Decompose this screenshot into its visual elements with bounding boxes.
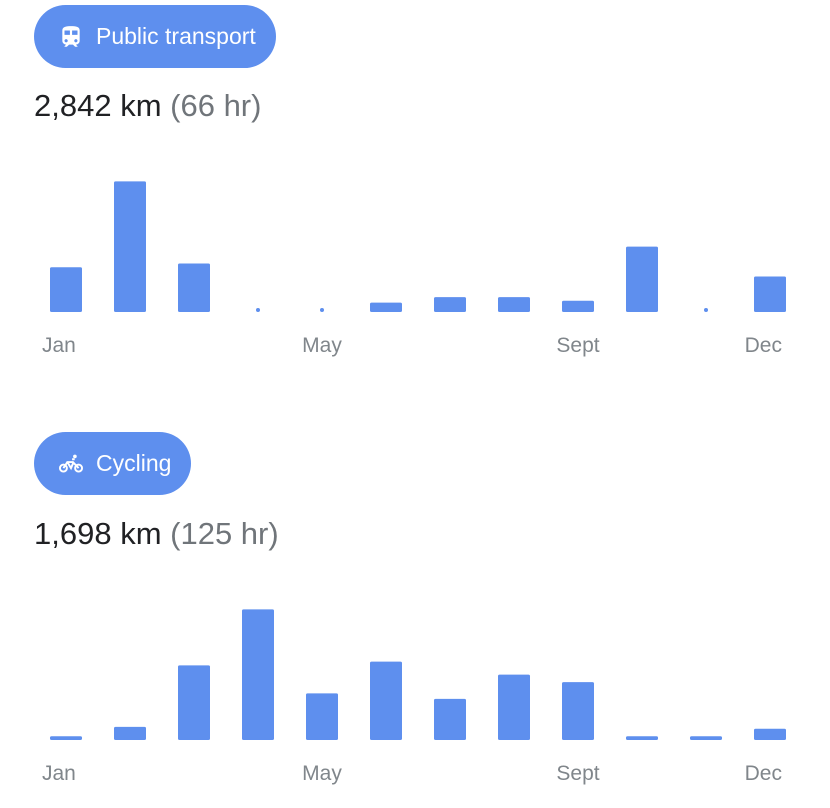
cycling-chip[interactable]: Cycling [34,432,192,495]
bar-apr-zero [256,308,260,312]
bar-may [306,693,338,740]
cycling-bar-chart: Jan May Sept Dec [42,609,786,785]
cycling-duration: 125 hr [180,516,269,551]
bar-sept [562,682,594,740]
bar-jun [370,302,402,312]
public-transport-distance: 2,842 km [34,88,162,123]
bar-dec [754,276,786,312]
train-icon [58,24,84,50]
paren-close: ) [251,88,262,123]
bar-oct [626,246,658,312]
bar-mar [178,665,210,740]
bar-feb [114,726,146,740]
bar-aug [498,674,530,740]
bar-sept [562,300,594,312]
bar-aug [498,297,530,312]
tick-label-may: May [302,334,342,357]
cycling-total: 1,698 km (125 hr) [34,516,279,552]
public-transport-duration-wrap: (66 hr) [170,88,261,123]
bar-nov-zero [704,308,708,312]
paren-open: ( [170,516,181,551]
paren-close: ) [268,516,279,551]
bar-jan [50,267,82,312]
cycling-section: Cycling 1,698 km (125 hr) Jan May Sept Dec [0,428,830,804]
tick-label-jan: Jan [42,334,76,357]
bar-jun [370,661,402,740]
tick-label-sept: Sept [556,762,599,785]
tick-label-jan: Jan [42,762,76,785]
tick-label-may: May [302,762,342,785]
bar-apr [242,609,274,740]
bicycle-icon [58,451,84,477]
bar-nov [690,736,722,740]
cycling-duration-wrap: (125 hr) [170,516,279,551]
bar-feb [114,181,146,312]
bar-jul [434,297,466,312]
bar-may-zero [320,308,324,312]
public-transport-total: 2,842 km (66 hr) [34,88,261,124]
tick-label-sept: Sept [556,334,599,357]
tick-label-dec: Dec [745,762,782,785]
public-transport-duration: 66 hr [180,88,252,123]
public-transport-section: Public transport 2,842 km (66 hr) Jan May… [0,0,830,400]
cycling-distance: 1,698 km [34,516,162,551]
bar-dec [754,728,786,740]
bar-mar [178,263,210,312]
cycling-chip-label: Cycling [96,450,172,476]
bar-jul [434,698,466,740]
bar-jan [50,736,82,740]
public-transport-chip[interactable]: Public transport [34,5,276,68]
bar-oct [626,736,658,740]
public-transport-bar-chart: Jan May Sept Dec [42,181,786,357]
tick-label-dec: Dec [745,334,782,357]
public-transport-chip-label: Public transport [96,23,256,49]
paren-open: ( [170,88,181,123]
